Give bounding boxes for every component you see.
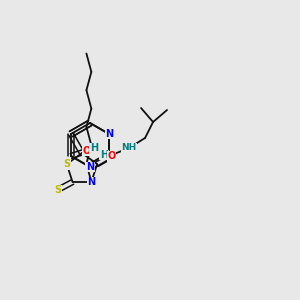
Text: S: S: [63, 159, 70, 169]
Text: H: H: [90, 143, 98, 153]
Text: NH: NH: [122, 143, 137, 152]
Text: O: O: [83, 146, 91, 156]
Text: S: S: [54, 185, 61, 195]
Text: N: N: [105, 129, 113, 139]
Text: O: O: [107, 151, 115, 161]
Text: N: N: [86, 162, 94, 172]
Text: H: H: [100, 150, 108, 160]
Text: N: N: [87, 177, 95, 187]
